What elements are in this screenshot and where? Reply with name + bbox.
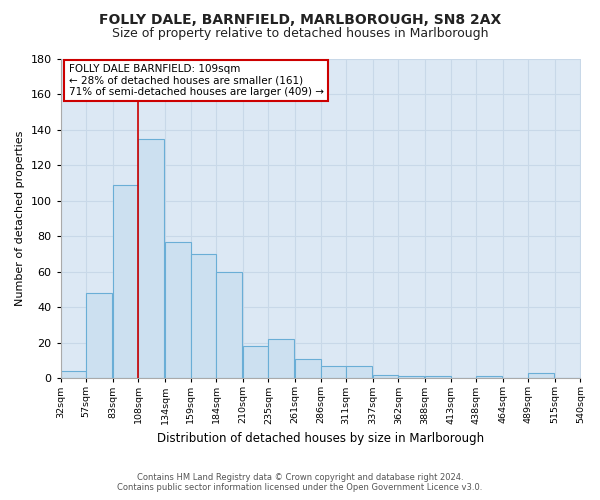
- Text: FOLLY DALE, BARNFIELD, MARLBOROUGH, SN8 2AX: FOLLY DALE, BARNFIELD, MARLBOROUGH, SN8 …: [99, 12, 501, 26]
- Bar: [216, 272, 242, 378]
- Bar: [139, 139, 164, 378]
- Bar: [476, 376, 502, 378]
- Bar: [346, 366, 372, 378]
- Bar: [295, 358, 320, 378]
- Bar: [86, 293, 112, 378]
- Bar: [425, 376, 451, 378]
- Bar: [320, 366, 346, 378]
- Text: Contains HM Land Registry data © Crown copyright and database right 2024.
Contai: Contains HM Land Registry data © Crown c…: [118, 473, 482, 492]
- Bar: [165, 242, 191, 378]
- Bar: [529, 373, 554, 378]
- Bar: [398, 376, 424, 378]
- Bar: [191, 254, 216, 378]
- X-axis label: Distribution of detached houses by size in Marlborough: Distribution of detached houses by size …: [157, 432, 484, 445]
- Bar: [243, 346, 268, 378]
- Bar: [113, 185, 139, 378]
- Text: Size of property relative to detached houses in Marlborough: Size of property relative to detached ho…: [112, 28, 488, 40]
- Bar: [373, 374, 398, 378]
- Y-axis label: Number of detached properties: Number of detached properties: [15, 131, 25, 306]
- Bar: [61, 371, 86, 378]
- Bar: [268, 339, 294, 378]
- Text: FOLLY DALE BARNFIELD: 109sqm
← 28% of detached houses are smaller (161)
71% of s: FOLLY DALE BARNFIELD: 109sqm ← 28% of de…: [68, 64, 323, 97]
